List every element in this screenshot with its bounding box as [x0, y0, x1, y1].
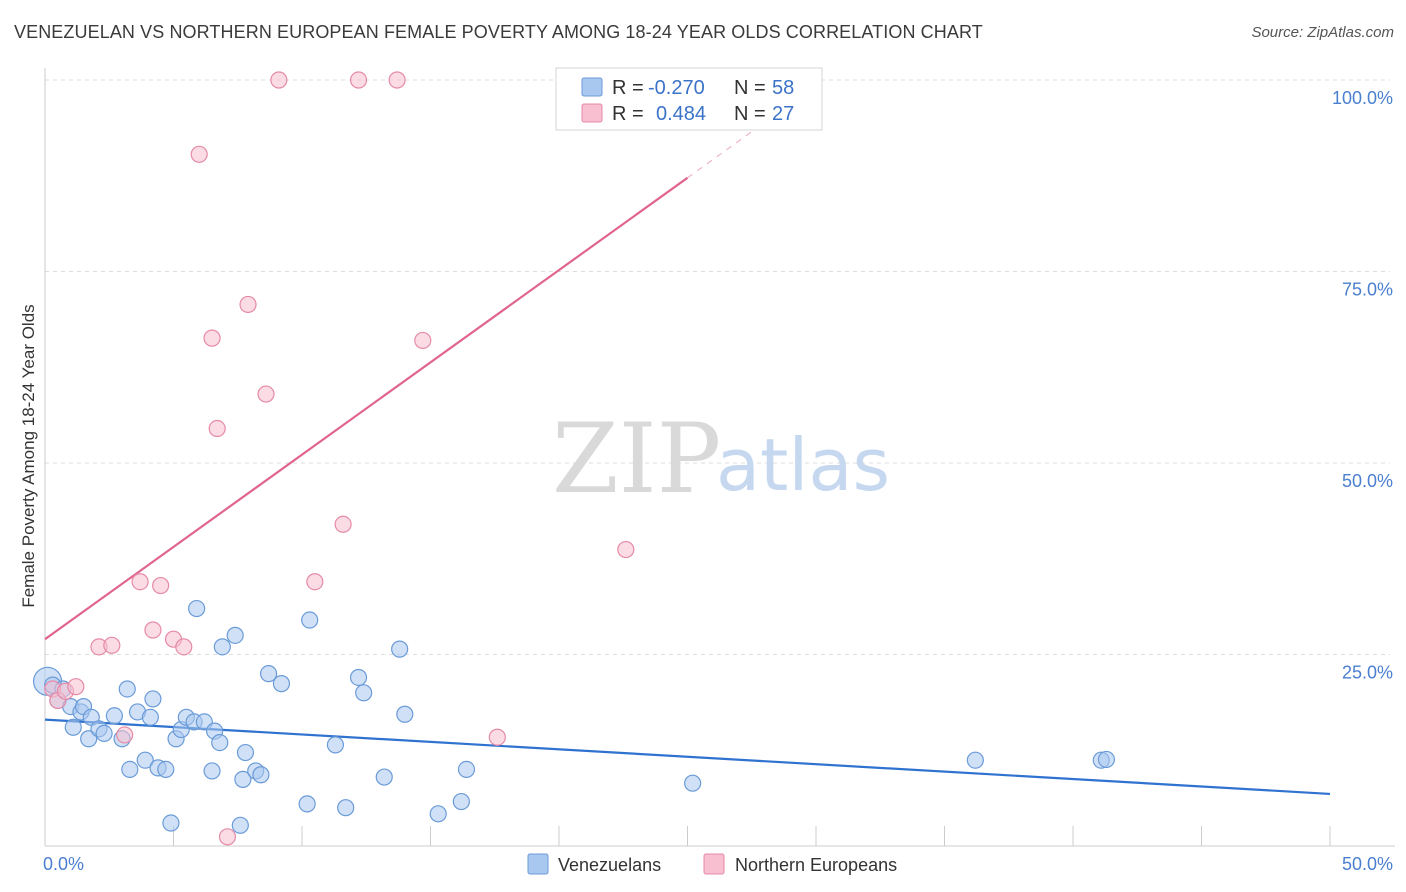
- venezuelans-point-39: [259, 665, 278, 683]
- venezuelans-point-43: [326, 736, 345, 754]
- northern-r-label: R =: [612, 103, 644, 125]
- watermark: ZIP atlas: [552, 403, 890, 515]
- venezuelans-point-22: [162, 814, 180, 832]
- venezuelans-n-value: 58: [772, 77, 794, 99]
- venezuelans-point-54: [966, 751, 984, 769]
- northern-point-13: [203, 329, 221, 347]
- northern-r-value: 0.484: [656, 103, 706, 125]
- venezuelans-point-27: [188, 599, 206, 618]
- northern-point-8: [144, 621, 162, 639]
- venezuelans-point-31: [211, 733, 229, 752]
- northern-n-value: 27: [772, 103, 794, 125]
- northern-point-17: [257, 385, 275, 403]
- venezuelans-point-15: [121, 760, 139, 779]
- watermark-zip: ZIP: [552, 403, 721, 515]
- y-tick-label-0: 25.0%: [1342, 663, 1393, 683]
- venezuelans-point-46: [355, 684, 373, 702]
- venezuelans-point-34: [231, 816, 249, 834]
- venezuelans-point-41: [298, 795, 316, 813]
- axes: [44, 68, 1395, 847]
- northern-n-label: N =: [734, 103, 766, 125]
- northern-point-20: [334, 515, 352, 533]
- northern-point-16: [239, 295, 257, 314]
- y-tick-label-1: 50.0%: [1342, 471, 1393, 491]
- venezuelans-point-51: [452, 792, 470, 811]
- venezuelans-point-44: [337, 799, 355, 817]
- northern-point-6: [116, 726, 134, 744]
- venezuelans-n-label: N =: [734, 77, 766, 99]
- x-tick-label-1: 50.0%: [1342, 854, 1393, 874]
- venezuelans-point-12: [105, 707, 123, 725]
- venezuelans-point-18: [141, 708, 159, 726]
- venezuelans-point-8: [80, 730, 98, 748]
- trend-line-dashed-1: [687, 79, 825, 179]
- venezuelans-point-21: [157, 760, 175, 779]
- venezuelans-r-label: R =: [612, 77, 644, 99]
- source-label: Source: ZipAtlas.com: [1251, 24, 1394, 41]
- venezuelans-point-49: [396, 705, 414, 723]
- chart-title: VENEZUELAN VS NORTHERN EUROPEAN FEMALE P…: [14, 22, 983, 42]
- y-tick-label-3: 100.0%: [1332, 88, 1393, 108]
- venezuelans-point-45: [349, 668, 368, 687]
- venezuelans-point-11: [95, 724, 113, 742]
- venezuelans-point-29: [203, 762, 221, 780]
- x-tick-label-0: 0.0%: [43, 854, 84, 874]
- venezuelans-point-5: [64, 718, 82, 736]
- venezuelans-point-50: [429, 805, 447, 823]
- northern-point-7: [131, 573, 149, 591]
- series-legend: Venezuelans Northern Europeans: [527, 853, 897, 875]
- northern-point-12: [190, 145, 208, 163]
- y-axis-label: Female Poverty Among 18-24 Year Olds: [19, 304, 38, 607]
- northern-point-23: [414, 331, 432, 350]
- grid-lines: [45, 79, 1390, 655]
- northern-point-14: [208, 419, 226, 438]
- venezuelans-point-17: [136, 751, 154, 769]
- y-tick-labels: 25.0% 50.0% 75.0% 100.0%: [1332, 88, 1393, 683]
- legend-label-northern: Northern Europeans: [735, 855, 897, 875]
- legend-label-venezuelans: Venezuelans: [558, 855, 661, 875]
- venezuelans-point-53: [684, 774, 702, 792]
- legend-swatch-northern: [703, 853, 725, 875]
- venezuelans-point-48: [391, 640, 409, 658]
- northern-point-9: [152, 576, 170, 595]
- venezuelans-point-38: [252, 766, 270, 784]
- venezuelans-point-40: [272, 675, 291, 693]
- venezuelans-point-33: [226, 626, 244, 644]
- venezuelans-r-value: -0.270: [648, 77, 705, 99]
- trend-lines: [44, 79, 1331, 796]
- y-tick-label-2: 75.0%: [1342, 280, 1393, 300]
- northern-point-24: [488, 728, 506, 746]
- venezuelans-point-42: [301, 611, 319, 629]
- venezuelans-point-19: [144, 690, 162, 708]
- venezuelans-point-56: [1097, 750, 1116, 769]
- data-points: [32, 71, 1116, 846]
- venezuelans-point-47: [375, 768, 393, 786]
- venezuelans-stat-swatch: [581, 77, 603, 97]
- venezuelans-point-35: [234, 770, 252, 788]
- venezuelans-point-32: [213, 638, 231, 656]
- x-tick-labels: 0.0% 50.0%: [43, 854, 1393, 874]
- watermark-atlas: atlas: [716, 423, 890, 507]
- northern-point-25: [617, 540, 635, 559]
- northern-point-21: [349, 71, 368, 89]
- northern-point-19: [306, 573, 324, 591]
- stats-legend: R = -0.270 N = 58 R = 0.484 N = 27: [555, 67, 823, 131]
- venezuelans-point-14: [118, 680, 136, 698]
- northern-point-22: [388, 71, 406, 89]
- northern-point-11: [175, 638, 193, 656]
- northern-point-5: [103, 636, 121, 654]
- legend-swatch-venezuelans: [527, 853, 549, 875]
- trend-line-1: [44, 176, 689, 641]
- northern-point-18: [270, 71, 288, 89]
- northern-point-3: [67, 678, 85, 696]
- venezuelans-point-52: [457, 760, 476, 779]
- northern-stat-swatch: [581, 103, 603, 123]
- venezuelans-point-36: [236, 743, 255, 762]
- northern-point-15: [218, 828, 237, 846]
- trend-line-0: [44, 718, 1331, 796]
